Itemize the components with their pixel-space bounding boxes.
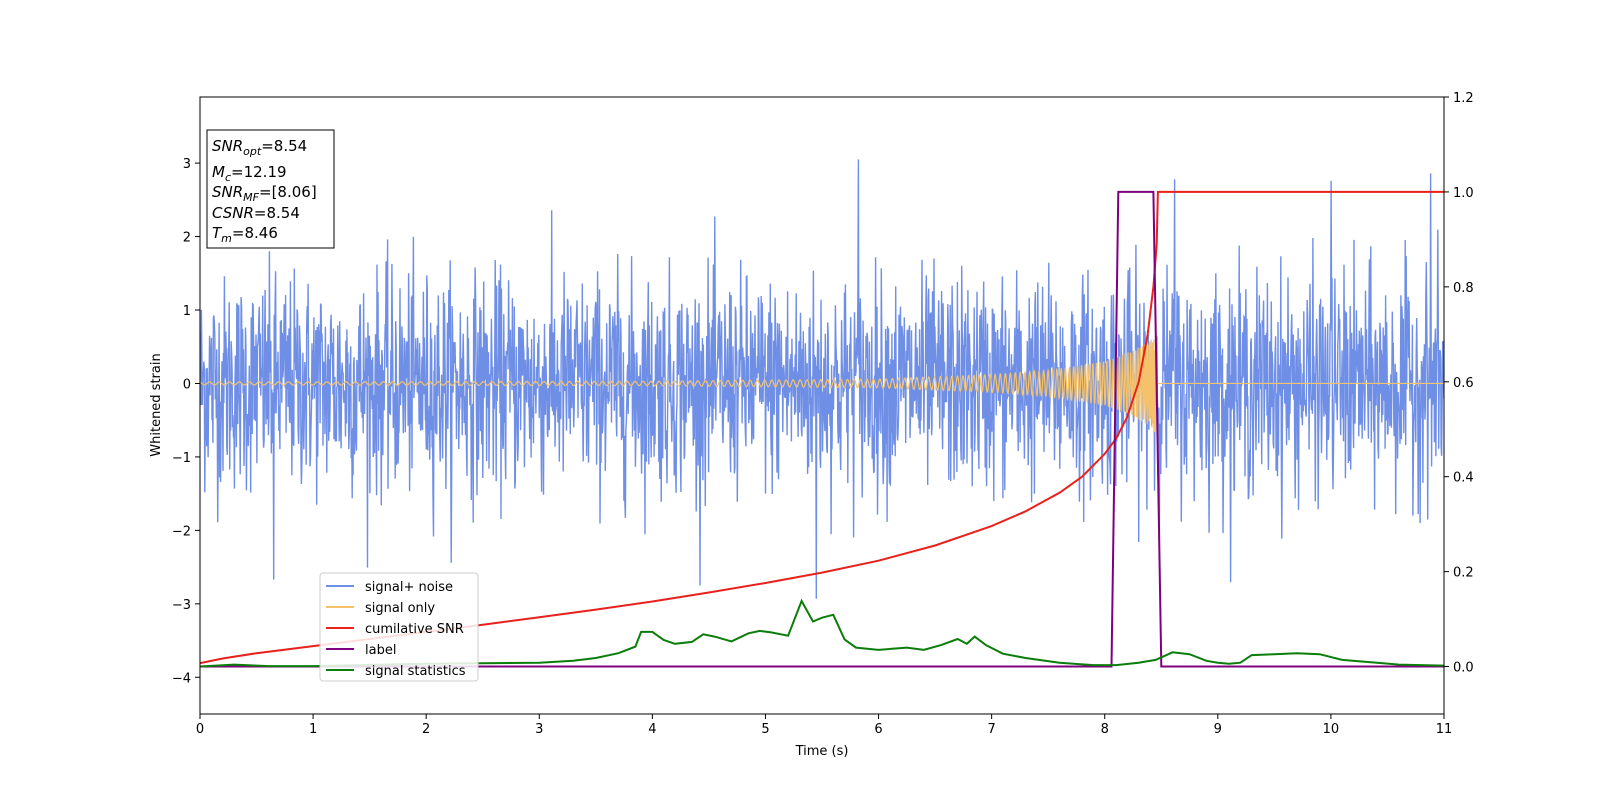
x-tick-label: 11 <box>1436 722 1453 737</box>
x-tick-label: 8 <box>1101 722 1109 737</box>
y2-tick-label: 0.4 <box>1453 471 1474 486</box>
x-axis-label: Time (s) <box>795 744 849 759</box>
y2-tick-label: 0.2 <box>1453 566 1474 581</box>
legend-entry: cumilative SNR <box>365 622 464 637</box>
legend: signal+ noise signal only cumilative SNR la… <box>319 572 479 682</box>
y-tick-label: 0 <box>183 377 191 392</box>
legend-entry: signal+ noise <box>365 580 453 595</box>
csnr-text: CSNR=8.54 <box>212 204 300 222</box>
x-tick-label: 2 <box>422 722 430 737</box>
signal-only-line <box>200 339 1444 433</box>
signal-statistics-line <box>200 598 1444 668</box>
x-tick-label: 0 <box>196 722 204 737</box>
tm-text: Tm=8.46 <box>212 224 278 245</box>
legend-entry: signal only <box>365 601 435 616</box>
x-tick-label: 4 <box>648 722 656 737</box>
x-tick-label: 7 <box>987 722 995 737</box>
y-tick-label: 1 <box>183 304 191 319</box>
x-tick-label: 1 <box>309 722 317 737</box>
y-tick-label: −4 <box>172 671 191 686</box>
x-tick-label: 10 <box>1323 722 1340 737</box>
x-tick-label: 9 <box>1214 722 1222 737</box>
snr-mf-text: SNRMF=[8.06] <box>212 183 317 204</box>
signal-plus-noise-line <box>200 159 1444 599</box>
y2-tick-label: 0.0 <box>1453 661 1474 676</box>
y-tick-label: −1 <box>172 451 191 466</box>
mc-text: Mc=12.19 <box>212 163 287 184</box>
x-tick-label: 3 <box>535 722 543 737</box>
legend-entry: signal statistics <box>365 664 466 679</box>
y-axis-label: Whitened strain <box>149 353 164 456</box>
y-tick-label: 2 <box>183 231 191 246</box>
x-tick-label: 6 <box>874 722 882 737</box>
label-line <box>200 190 1444 668</box>
x-tick-label: 5 <box>761 722 769 737</box>
y2-tick-label: 0.6 <box>1453 376 1474 391</box>
snr-opt-text: SNRopt=8.54 <box>212 137 307 158</box>
x-axis: 0 1 2 3 4 5 6 7 8 9 10 11 <box>196 714 1452 737</box>
y-axis-left: 3 2 1 0 −1 −2 −3 −4 <box>172 157 200 686</box>
y-tick-label: −3 <box>172 598 191 613</box>
y2-tick-label: 1.0 <box>1453 186 1474 201</box>
y2-tick-label: 0.8 <box>1453 281 1474 296</box>
info-box: SNRopt=8.54 Mc=12.19 SNRMF=[8.06] CSNR=8… <box>206 129 335 249</box>
y-axis-right: 1.2 1.0 0.8 0.6 0.4 0.2 0.0 <box>1444 91 1474 676</box>
y2-tick-label: 1.2 <box>1453 91 1474 106</box>
y-tick-label: −2 <box>172 524 191 539</box>
plot-frame <box>199 96 1445 715</box>
y-tick-label: 3 <box>183 157 191 172</box>
legend-entry: label <box>365 643 396 658</box>
